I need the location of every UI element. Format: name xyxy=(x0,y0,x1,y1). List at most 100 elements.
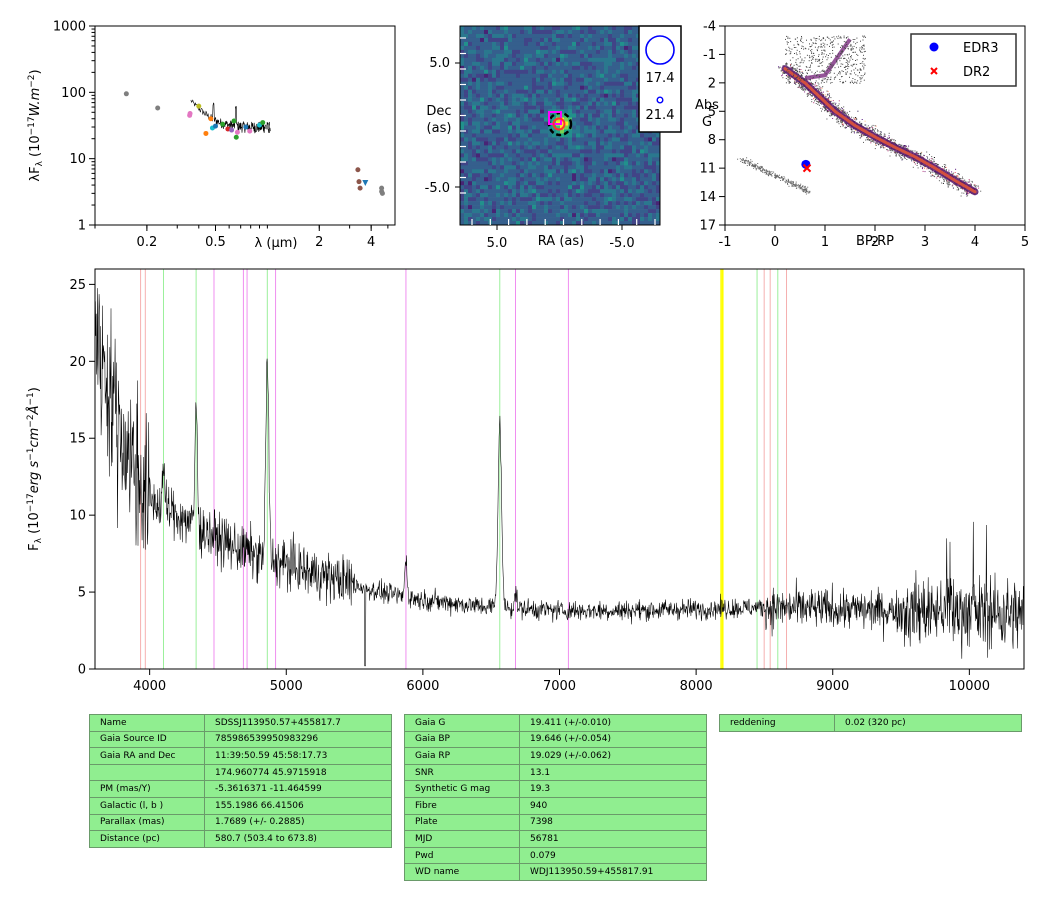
image-pixel xyxy=(584,73,589,79)
image-pixel xyxy=(592,165,597,170)
hr-main-sequence-star xyxy=(951,173,953,175)
hr-main-sequence-star xyxy=(822,106,824,108)
image-pixel xyxy=(584,69,589,75)
image-pixel xyxy=(520,185,525,190)
image-pixel xyxy=(576,221,581,226)
hr-main-sequence-star xyxy=(815,98,817,100)
hr-main-sequence-star xyxy=(848,125,850,127)
hr-main-sequence-star xyxy=(916,165,918,166)
hr-main-sequence-star xyxy=(810,95,812,97)
image-pixel xyxy=(644,173,649,178)
image-pixel xyxy=(468,33,473,39)
hr-main-sequence-star xyxy=(904,145,906,146)
image-pixel xyxy=(460,169,465,174)
image-pixel xyxy=(560,53,565,59)
image-pixel xyxy=(616,157,621,162)
image-pixel xyxy=(600,169,605,174)
image-pixel xyxy=(520,93,525,98)
hr-main-sequence-star xyxy=(905,145,907,147)
image-pixel xyxy=(624,81,629,86)
image-pixel xyxy=(580,45,585,51)
hr-main-sequence-star xyxy=(794,68,796,70)
image-pixel xyxy=(584,93,589,98)
image-pixel xyxy=(624,41,629,47)
legend-faint-marker xyxy=(656,96,664,104)
hr-main-sequence-star xyxy=(826,118,828,120)
image-pixel xyxy=(596,193,601,198)
image-pixel xyxy=(516,197,521,202)
image-pixel xyxy=(600,125,605,130)
image-pixel xyxy=(648,189,653,194)
image-pixel xyxy=(616,65,621,71)
image-pixel xyxy=(572,205,577,210)
image-pixel xyxy=(536,125,541,130)
image-pixel xyxy=(548,221,553,226)
sed-photometry-point xyxy=(187,110,193,116)
image-pixel xyxy=(576,133,581,138)
image-pixel xyxy=(628,65,633,71)
image-pixel xyxy=(560,141,565,146)
image-pixel xyxy=(472,37,477,43)
image-pixel xyxy=(548,117,553,122)
image-pixel xyxy=(620,137,625,142)
image-pixel xyxy=(612,205,617,210)
image-pixel xyxy=(584,177,589,182)
image-pixel xyxy=(500,221,505,226)
image-pixel xyxy=(624,57,629,63)
image-pixel xyxy=(556,145,561,150)
image-pixel xyxy=(560,81,565,86)
image-pixel xyxy=(564,153,569,158)
image-pixel xyxy=(520,109,525,114)
image-pixel xyxy=(548,73,553,79)
image-pixel xyxy=(568,129,573,134)
image-pixel xyxy=(468,165,473,170)
image-pixel xyxy=(504,26,509,31)
image-pixel xyxy=(596,189,601,194)
image-pixel xyxy=(568,205,573,210)
image-pixel xyxy=(628,181,633,186)
sed-x-tick-label: 4 xyxy=(367,235,375,250)
image-pixel xyxy=(628,53,633,59)
image-pixel xyxy=(628,81,633,86)
image-pixel xyxy=(532,109,537,114)
image-pixel xyxy=(576,41,581,47)
image-pixel xyxy=(476,81,481,86)
image-pixel xyxy=(588,189,593,194)
image-pixel xyxy=(484,93,489,98)
hr-main-sequence-star xyxy=(963,192,965,194)
image-pixel xyxy=(580,101,585,106)
image-pixel xyxy=(604,77,609,83)
image-pixel xyxy=(492,57,497,63)
image-pixel xyxy=(516,137,521,142)
image-pixel xyxy=(648,197,653,202)
hr-main-sequence-star xyxy=(816,87,818,89)
hr-main-sequence-star xyxy=(794,81,796,83)
image-pixel xyxy=(628,117,633,122)
image-pixel xyxy=(524,93,529,98)
image-pixel xyxy=(504,133,509,138)
image-pixel xyxy=(492,101,497,106)
image-pixel xyxy=(552,189,557,194)
image-pixel xyxy=(632,169,637,174)
hr-main-sequence-star xyxy=(851,116,853,118)
hr-main-sequence-star xyxy=(825,108,826,110)
image-pixel xyxy=(572,189,577,194)
image-pixel xyxy=(616,33,621,39)
image-pixel xyxy=(576,69,581,75)
image-pixel xyxy=(552,33,557,39)
hr-main-sequence-star xyxy=(802,89,804,91)
image-pixel xyxy=(520,121,525,126)
hr-main-sequence-star xyxy=(962,176,963,178)
image-pixel xyxy=(544,121,549,126)
image-pixel xyxy=(624,221,629,226)
image-pixel xyxy=(636,197,641,202)
image-pixel xyxy=(636,109,641,114)
image-pixel xyxy=(476,189,481,194)
image-pixel xyxy=(632,125,637,130)
image-pixel xyxy=(568,193,573,198)
image-pixel xyxy=(512,26,517,31)
hr-main-sequence-star xyxy=(871,125,873,127)
image-pixel xyxy=(460,26,465,31)
image-pixel xyxy=(604,89,609,94)
hr-main-sequence-star xyxy=(946,183,948,185)
